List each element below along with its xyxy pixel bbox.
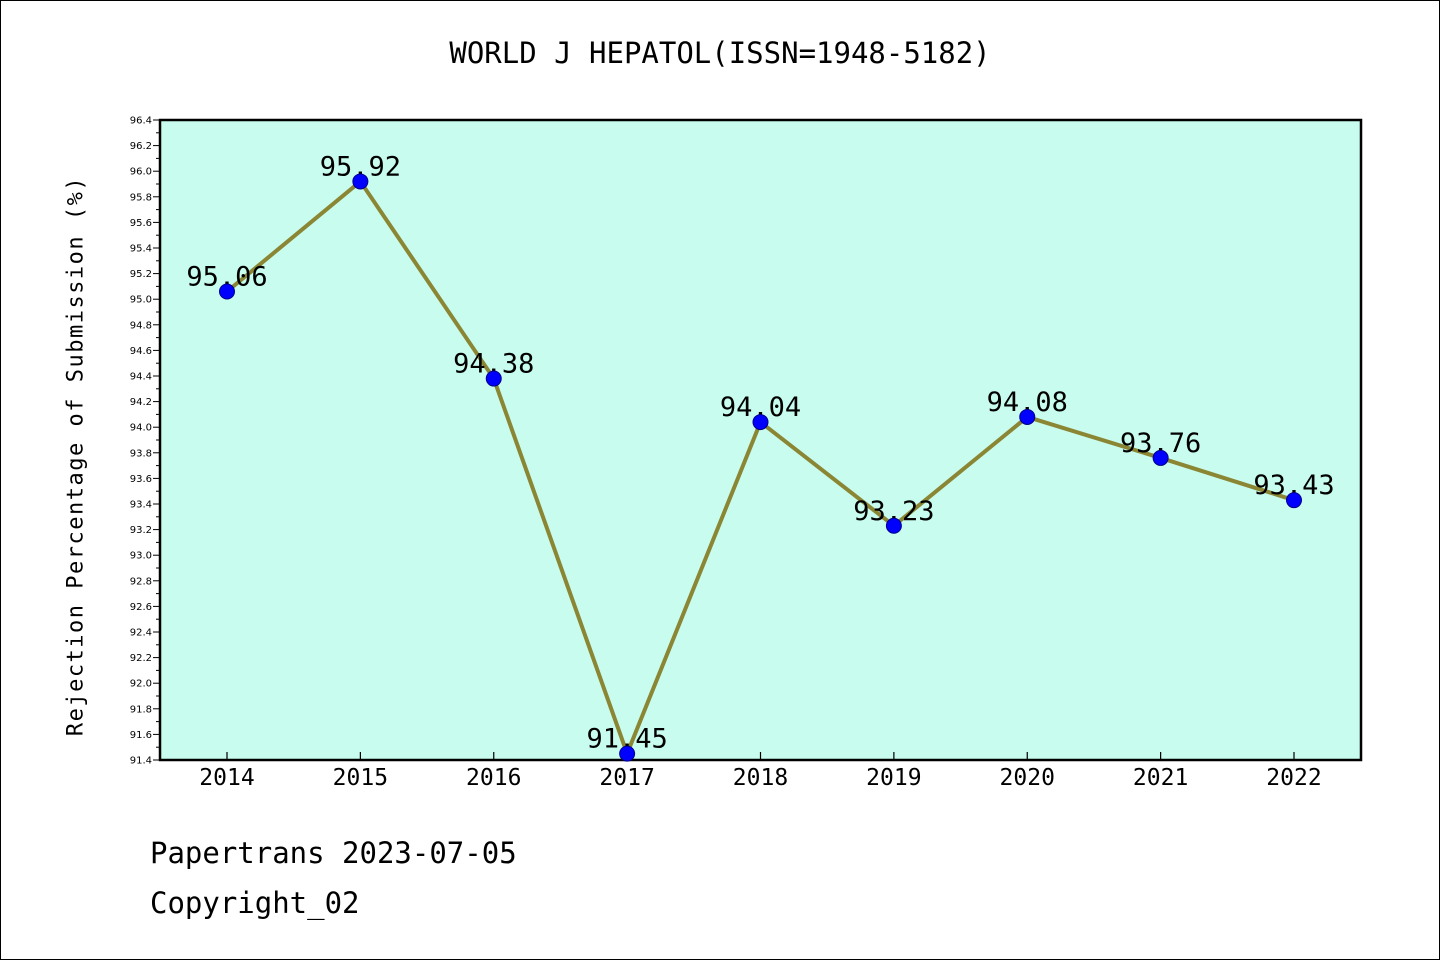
y-tick-label: 94.6 [130, 346, 152, 357]
data-point [1286, 492, 1302, 509]
x-tick-label: 2015 [333, 765, 388, 791]
y-tick-label: 95.6 [130, 218, 152, 229]
footer-copyright: Copyright_02 [150, 886, 360, 920]
x-tick-label: 2021 [1133, 765, 1188, 791]
chart-title: WORLD J HEPATOL(ISSN=1948-5182) [449, 36, 991, 70]
data-point [352, 173, 369, 190]
y-tick-label: 92.0 [130, 679, 152, 690]
y-tick-label: 94.0 [130, 423, 152, 434]
data-point [619, 745, 636, 762]
x-tick-label: 2017 [599, 765, 654, 791]
y-tick-label: 94.4 [130, 372, 152, 383]
data-point [1152, 449, 1169, 466]
x-tick-label: 2022 [1266, 765, 1321, 791]
x-tick-label: 2019 [866, 765, 921, 791]
y-tick-label: 93.2 [130, 525, 152, 536]
x-tick-label: 2018 [733, 765, 788, 791]
x-tick-label: 2016 [466, 765, 521, 791]
y-tick-label: 95.2 [130, 269, 152, 280]
data-point [752, 414, 769, 431]
y-tick-label: 92.8 [130, 576, 152, 587]
y-tick-label: 93.4 [130, 500, 152, 511]
y-tick-label: 91.4 [130, 756, 152, 767]
data-point [885, 517, 902, 534]
plot-area [158, 118, 1363, 762]
y-tick-label: 94.8 [130, 320, 152, 331]
y-tick-label: 91.8 [130, 704, 152, 715]
y-tick-label: 96.4 [130, 116, 152, 127]
y-tick-label: 93.0 [130, 551, 152, 562]
y-tick-label: 96.0 [130, 167, 152, 178]
y-tick-label: 91.6 [130, 730, 152, 741]
y-tick-label: 95.4 [130, 244, 152, 255]
x-tick-label: 2014 [199, 765, 254, 791]
data-point [219, 283, 235, 300]
y-tick-label: 96.2 [130, 141, 152, 152]
y-tick-label: 94.2 [130, 397, 152, 408]
y-tick-label: 95.8 [130, 192, 152, 203]
y-tick-label: 95.0 [130, 295, 152, 306]
y-tick-label: 92.6 [130, 602, 152, 613]
data-point [485, 370, 502, 387]
y-tick-label: 93.8 [130, 448, 152, 459]
data-point [1019, 408, 1036, 425]
y-tick-label: 93.6 [130, 474, 152, 485]
y-tick-label: 92.2 [130, 653, 152, 664]
footer-date: Papertrans 2023-07-05 [150, 836, 517, 870]
y-tick-label: 92.4 [130, 628, 152, 639]
x-tick-label: 2020 [1000, 765, 1055, 791]
